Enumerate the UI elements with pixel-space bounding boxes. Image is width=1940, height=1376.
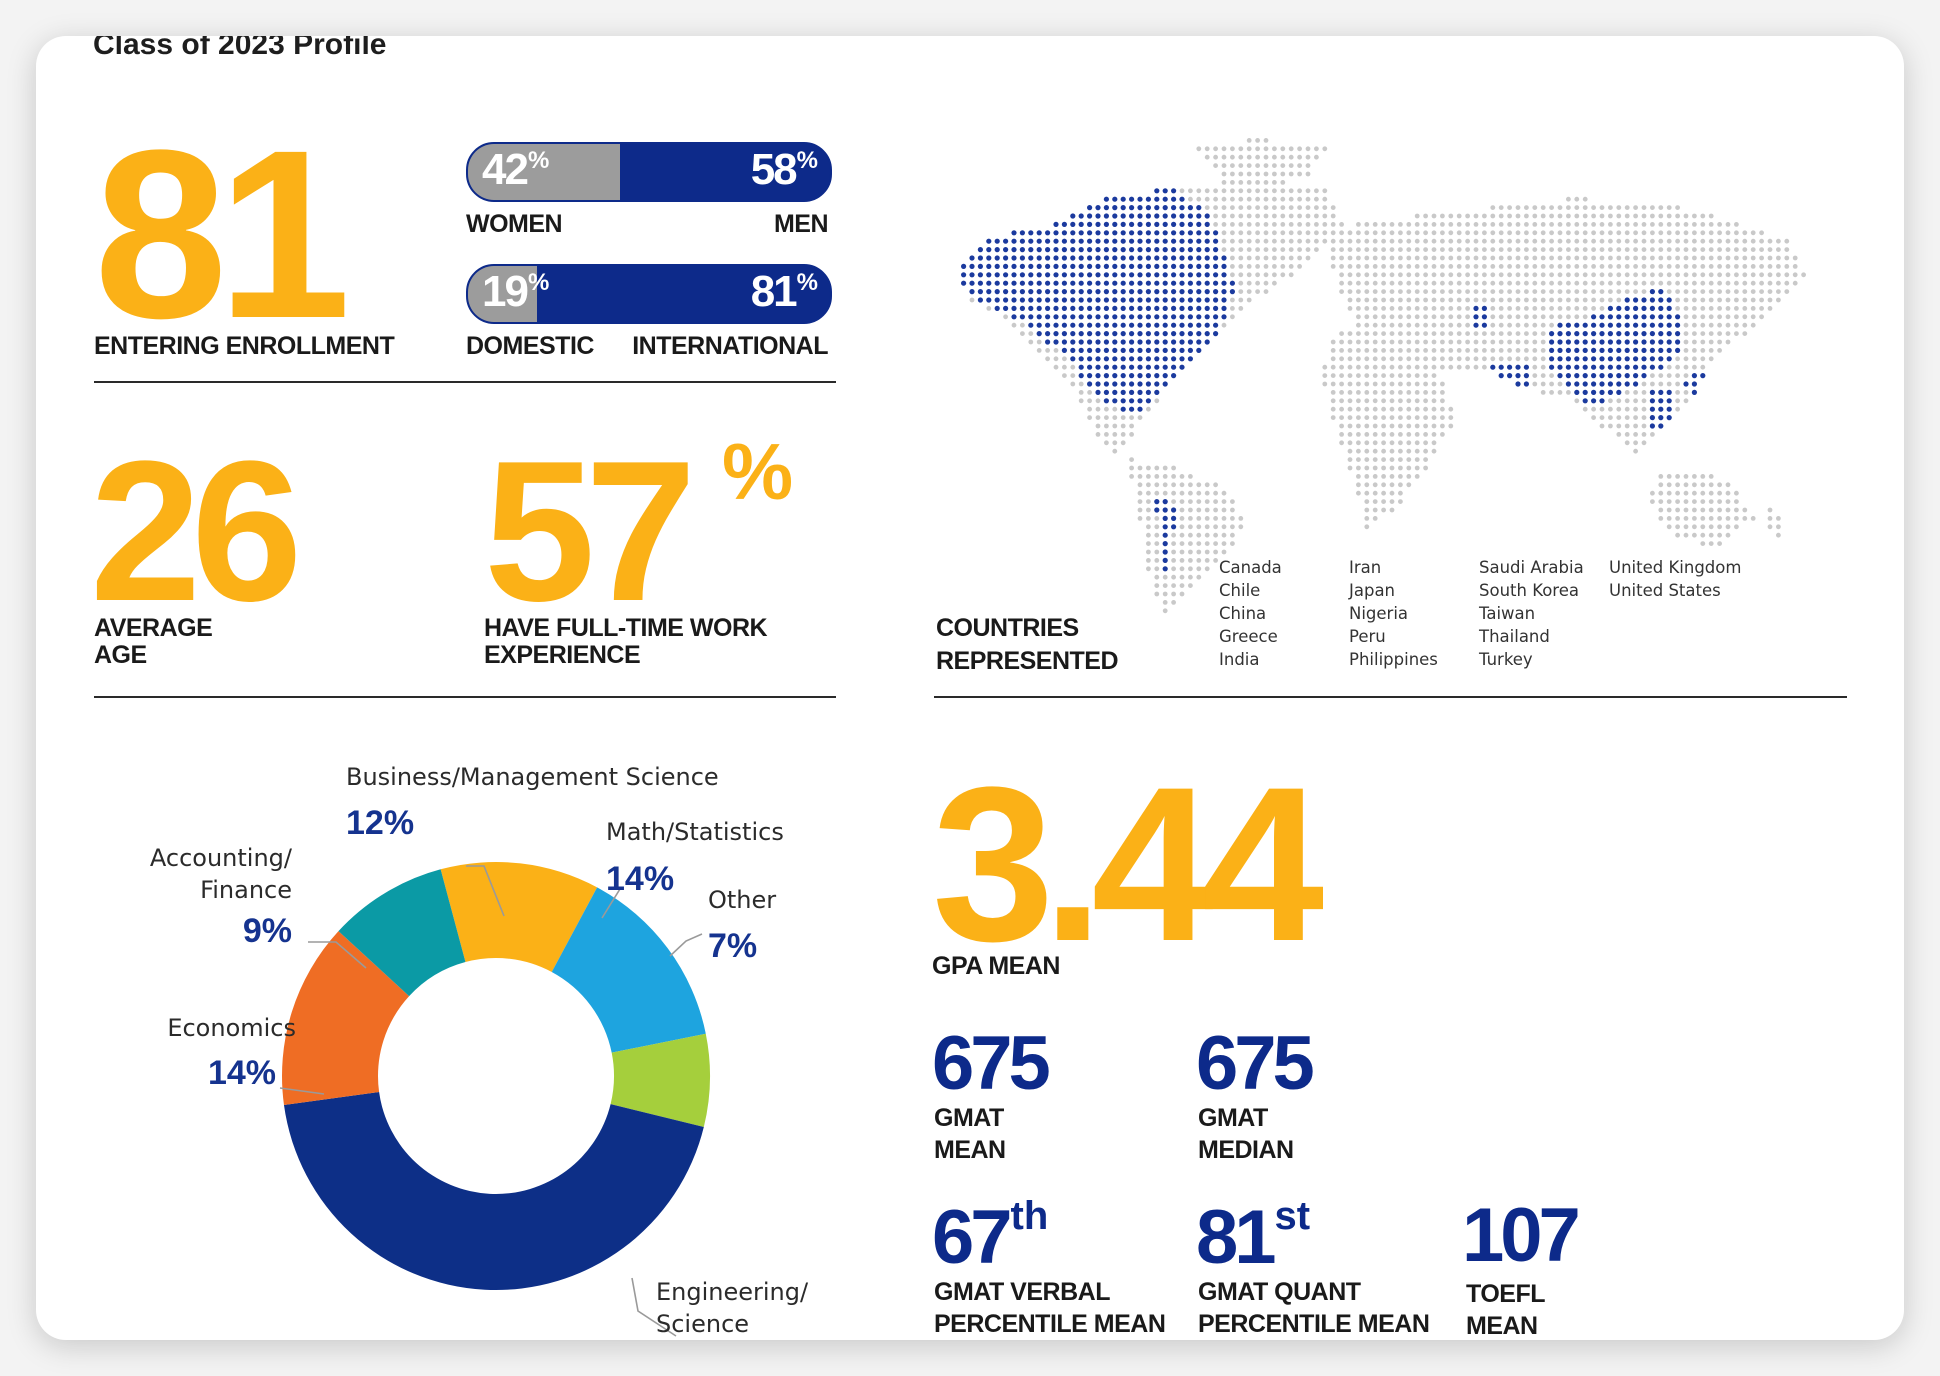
countries-column-1: Canada Chile China Greece India [1219,556,1282,671]
country-name: United States [1609,581,1721,600]
countries-column-2: Iran Japan Nigeria Peru Philippines [1349,556,1438,671]
residency-bar: 19% 81% [466,264,832,324]
donut-slice-2 [610,1033,710,1128]
pie-pct-accounting: 9% [242,912,292,950]
gmat-median-label-line2: MEDIAN [1198,1136,1294,1164]
country-name: Thailand [1479,627,1550,646]
women-label: WOMEN [466,210,563,238]
gmat-mean-label-line1: GMAT [934,1104,1004,1132]
gmat-verbal-value: 67th [932,1194,1049,1280]
gmat-quant-label-line2: PERCENTILE MEAN [1198,1310,1430,1338]
domestic-fill [468,266,537,322]
country-name: Chile [1219,581,1261,600]
age-value: 26 [90,420,302,643]
country-name: United Kingdom [1609,558,1742,577]
divider-top [94,381,836,383]
country-name: India [1219,650,1260,669]
gender-bar: 42% 58% [466,142,832,202]
toefl-value: 107 [1462,1193,1581,1278]
country-name: Taiwan [1479,604,1536,623]
men-percent: 58% [750,145,818,194]
enrollment-value: 81 [94,100,351,368]
men-label: MEN [773,210,829,238]
country-name: Canada [1219,558,1282,577]
gmat-quant-label-line1: GMAT QUANT [1198,1278,1361,1306]
country-name: China [1219,604,1267,623]
country-name: Iran [1349,558,1382,577]
country-name: South Korea [1479,581,1579,600]
major-donut-chart [282,862,710,1290]
pie-pct-business: 12% [346,804,415,842]
country-name: Greece [1219,627,1278,646]
domestic-percent: 19% [482,267,550,316]
country-name: Peru [1349,627,1386,646]
international-label: INTERNATIONAL [632,332,828,360]
pie-label-math: Math/Statistics [606,818,784,846]
country-name: Philippines [1349,650,1438,669]
women-fill [468,144,621,200]
country-name: Nigeria [1349,604,1409,623]
divider-middle-right [934,696,1847,698]
country-name: Turkey [1479,650,1533,669]
toefl-label-line1: TOEFL [1466,1280,1545,1308]
gmat-mean-label-line2: MEAN [934,1136,1006,1164]
pie-pct-math: 14% [606,860,675,898]
pie-label-accounting: Accounting/ Finance [149,844,292,904]
pie-label-other: Other [708,886,777,914]
international-percent: 81% [750,267,818,316]
toefl-label-line2: MEAN [1466,1312,1538,1340]
countries-label-line2: REPRESENTED [936,647,1119,675]
work-experience-percent-sign: % [722,427,794,516]
gmat-verbal-label-line1: GMAT VERBAL [934,1278,1110,1306]
gpa-label: GPA MEAN [932,952,1060,980]
work-experience-label-line1: HAVE FULL-TIME WORK [484,614,768,642]
pie-label-business: Business/Management Science [346,763,719,791]
donut-slice-3 [283,1092,704,1290]
country-name: Japan [1349,581,1396,600]
profile-card: Class of 2023 Profile 81 ENTERING ENROLL… [36,36,1904,1340]
gmat-mean-value: 675 [932,1021,1051,1106]
enrollment-label: ENTERING ENROLLMENT [94,332,395,360]
work-experience-label-line2: EXPERIENCE [484,641,641,669]
gmat-verbal-label-line2: PERCENTILE MEAN [934,1310,1166,1338]
divider-middle-left [94,696,836,698]
countries-column-4: United Kingdom United States [1609,556,1741,602]
pie-pct-economics: 14% [207,1054,276,1092]
gmat-quant-value: 81st [1196,1194,1311,1280]
country-name: Saudi Arabia [1479,558,1584,577]
page-title: Class of 2023 Profile [93,36,387,61]
work-experience-value: 57 [484,420,696,643]
donut-slice-4 [282,931,410,1106]
gpa-value: 3.44 [932,741,1324,987]
pie-label-engineering: Engineering/ Science [656,1278,809,1338]
countries-column-3: Saudi Arabia South Korea Taiwan Thailand… [1479,556,1584,671]
age-label-line2: AGE [94,641,147,669]
women-percent: 42% [482,145,550,194]
gmat-median-label-line1: GMAT [1198,1104,1268,1132]
donut-slice-5 [338,869,466,997]
pie-label-economics: Economics [167,1014,296,1042]
donut-slice-1 [551,887,706,1053]
gmat-median-value: 675 [1196,1021,1315,1106]
pie-pct-other: 7% [708,927,758,965]
countries-label-line1: COUNTRIES [936,614,1079,642]
age-label-line1: AVERAGE [94,614,213,642]
domestic-label: DOMESTIC [466,332,594,360]
world-map [961,138,1806,614]
